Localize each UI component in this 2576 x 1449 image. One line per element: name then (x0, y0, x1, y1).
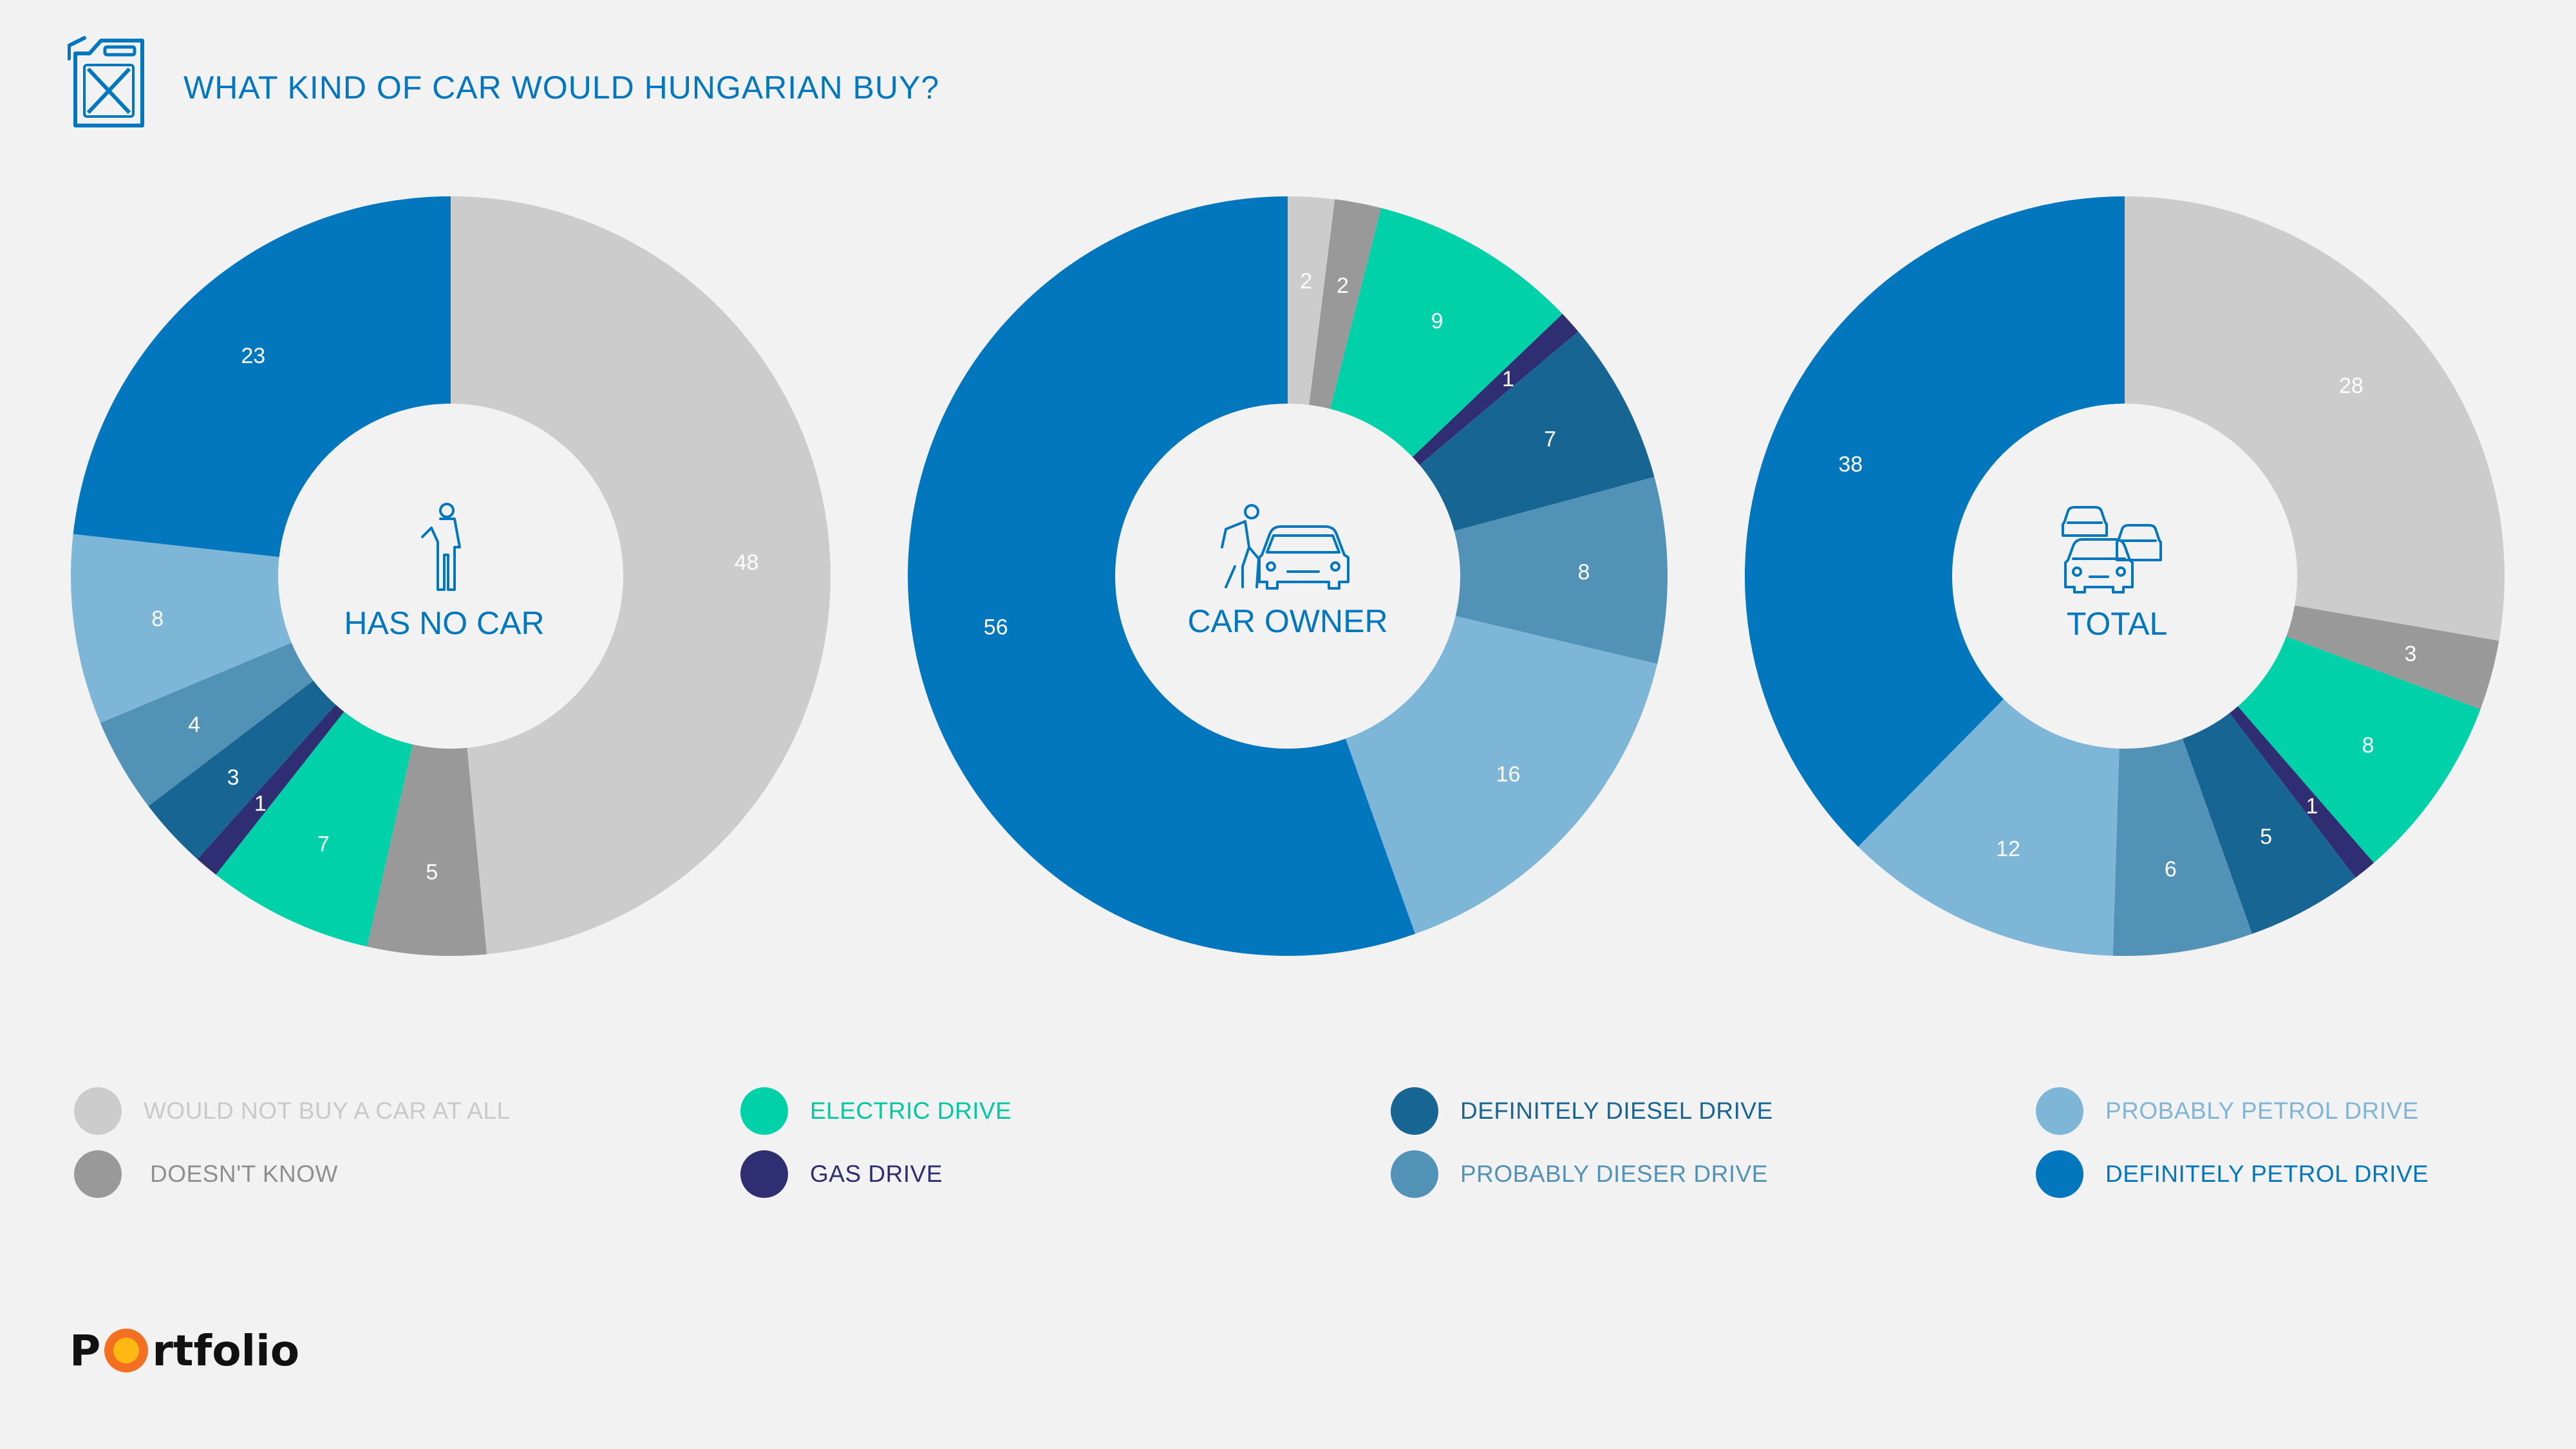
legend-item-prob_petrol: PROBABLY PETROL DRIVE (2036, 1085, 2419, 1137)
legend-label: DOESN'T KNOW (150, 1161, 338, 1187)
legend-item-electric: ELECTRIC DRIVE (740, 1085, 1011, 1137)
donut-chart-car-owner: CAR OWNER 2 2 9 1 7 8 16 56 (907, 196, 1668, 957)
logo-text-start: P (70, 1325, 101, 1376)
legend-label: WOULD NOT BUY A CAR AT ALL (144, 1098, 511, 1124)
legend-swatch (1391, 1150, 1438, 1198)
slice-value-label: 56 (984, 615, 1008, 639)
slice-value-label: 38 (1838, 453, 1863, 477)
logo-text-end: rtfolio (152, 1325, 300, 1376)
slice-value-label: 8 (1577, 560, 1590, 584)
slice-value-label: 7 (317, 832, 330, 856)
slice-prob_diesel (1288, 476, 1668, 664)
donut-hole (278, 404, 623, 749)
slice-value-label: 16 (1496, 762, 1521, 787)
fuel-canister-icon (68, 36, 144, 127)
slice-value-label: 5 (2260, 825, 2272, 849)
donut-hole (1115, 404, 1460, 749)
legend-swatch (740, 1087, 788, 1135)
slice-def_petrol (1745, 196, 2125, 847)
slice-value-label: 12 (1996, 837, 2020, 861)
slice-would_not_buy (451, 196, 831, 955)
legend-label: PROBABLY PETROL DRIVE (2105, 1098, 2419, 1124)
slice-value-label: 1 (1502, 367, 1514, 391)
legend-item-def_petrol: DEFINITELY PETROL DRIVE (2036, 1148, 2429, 1200)
slice-value-label: 3 (2405, 642, 2417, 666)
legend-swatch (740, 1150, 788, 1198)
legend-label: PROBABLY DIESER DRIVE (1460, 1161, 1768, 1187)
slice-value-label: 8 (151, 607, 164, 631)
legend-item-would_not_buy: WOULD NOT BUY A CAR AT ALL (74, 1085, 511, 1137)
legend-item-def_diesel: DEFINITELY DIESEL DRIVE (1391, 1085, 1773, 1137)
legend-label: DEFINITELY DIESEL DRIVE (1460, 1098, 1773, 1124)
slice-value-label: 4 (188, 713, 200, 737)
donut-hole (1952, 404, 2297, 749)
legend-item-doesnt_know: DOESN'T KNOW (74, 1148, 338, 1200)
legend-swatch (74, 1150, 122, 1198)
cars-icon (2062, 506, 2162, 594)
slice-value-label: 28 (2339, 374, 2364, 398)
slice-value-label: 3 (227, 765, 240, 790)
legend-item-prob_diesel: PROBABLY DIESER DRIVE (1391, 1148, 1768, 1200)
slice-value-label: 2 (1337, 274, 1349, 298)
slice-value-label: 23 (241, 344, 265, 368)
legend-label: DEFINITELY PETROL DRIVE (2105, 1161, 2429, 1187)
legend-item-gas: GAS DRIVE (740, 1148, 943, 1200)
center-label-has-no-car: HAS NO CAR (344, 605, 544, 641)
center-label-car-owner: CAR OWNER (1187, 603, 1387, 639)
center-label-total: TOTAL (2067, 606, 2168, 642)
legend-label: ELECTRIC DRIVE (810, 1098, 1012, 1124)
logo-mark-icon (104, 1329, 149, 1372)
legend-swatch (74, 1087, 122, 1135)
slice-value-label: 2 (1300, 269, 1312, 294)
slice-value-label: 1 (2306, 794, 2318, 818)
legend-swatch (1391, 1087, 1438, 1135)
legend-label: GAS DRIVE (810, 1161, 943, 1187)
person-icon (421, 503, 461, 591)
slice-value-label: 6 (2165, 857, 2177, 881)
portfolio-logo: P rtfolio (70, 1325, 299, 1376)
slice-value-label: 7 (1544, 427, 1556, 452)
slice-value-label: 48 (735, 550, 759, 575)
slice-value-label: 5 (426, 860, 438, 884)
slice-value-label: 9 (1431, 309, 1443, 333)
chart-title: WHAT KIND OF CAR WOULD HUNGARIAN BUY? (183, 70, 940, 106)
person-with-car-icon (1221, 504, 1349, 590)
slice-value-label: 8 (2362, 733, 2374, 758)
legend-swatch (2036, 1150, 2083, 1198)
legend-swatch (2036, 1087, 2083, 1135)
slice-value-label: 1 (254, 791, 267, 816)
